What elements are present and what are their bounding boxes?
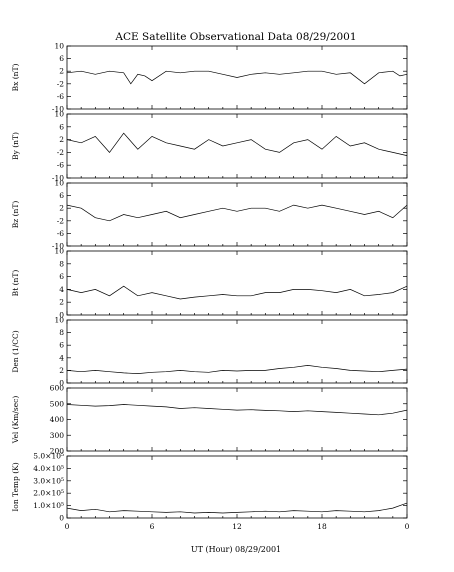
series-line (66, 404, 408, 416)
y-tick-label: 0 (59, 379, 64, 388)
y-axis-label: Vel (Km/sec) (11, 396, 20, 445)
y-tick-label: -10 (52, 105, 64, 114)
y-tick-label: 4 (59, 285, 64, 294)
y-tick-label: 10 (54, 42, 64, 51)
y-axis-label: Bt (nT) (11, 270, 20, 297)
y-tick-label: 1.0×10⁵ (33, 501, 64, 510)
x-tick-label: 0 (65, 522, 70, 531)
y-tick-label: 6 (59, 341, 64, 350)
y-tick-label: -6 (57, 161, 65, 170)
y-axis-label: Ion Temp (K) (11, 462, 20, 511)
y-tick-label: 0 (59, 311, 64, 320)
y-tick-label: 3.0×10⁵ (33, 476, 64, 485)
y-tick-label: 6 (59, 191, 64, 200)
x-tick-label: 18 (317, 522, 327, 531)
panel-frame (66, 455, 408, 519)
series-line (66, 204, 408, 222)
series-line (66, 70, 408, 85)
y-tick-label: -2 (57, 148, 65, 157)
y-tick-label: -10 (52, 174, 64, 183)
y-tick-label: 10 (54, 179, 64, 188)
series-line (66, 132, 408, 156)
y-tick-label: -6 (57, 229, 65, 238)
y-tick-label: 4.0×10⁵ (33, 464, 64, 473)
y-tick-label: 2 (59, 366, 64, 375)
y-tick-label: 10 (54, 247, 64, 256)
x-tick-label: 12 (232, 522, 242, 531)
y-tick-label: 0 (59, 514, 64, 523)
x-tick-label: 6 (150, 522, 155, 531)
panel-2: 10 6 2 -2 -6 -10 By (nT) (11, 110, 408, 183)
y-tick-label: -2 (57, 216, 65, 225)
panel-7: 5.0×10⁵ 4.0×10⁵ 3.0×10⁵ 2.0×10⁵ 1.0×10⁵ 0 Ion … (11, 452, 408, 523)
panel-4: 10 8 6 4 2 0 Bt (nT) (11, 247, 408, 320)
y-tick-label: 6 (59, 122, 64, 131)
panel-frame (66, 250, 408, 316)
y-tick-label: 8 (59, 328, 64, 337)
y-tick-label: 500 (50, 399, 65, 408)
y-tick-label: 400 (50, 415, 65, 424)
y-tick-label: 2 (59, 67, 64, 76)
y-tick-label: -10 (52, 242, 64, 251)
y-tick-label: 300 (50, 431, 65, 440)
y-axis-label: Bz (nT) (11, 201, 20, 229)
panel-frame (66, 387, 408, 452)
panel-frame (66, 319, 408, 384)
y-tick-label: 200 (50, 447, 65, 456)
y-tick-label: 2.0×10⁵ (33, 489, 64, 498)
series-line (66, 285, 408, 300)
y-axis-label: Bx (nT) (11, 64, 20, 92)
y-tick-label: 2 (59, 298, 64, 307)
y-tick-label: 8 (59, 259, 64, 268)
y-tick-label: -2 (57, 79, 65, 88)
panels: 10 6 2 -2 -6 -10 Bx (nT) 10 6 2 -2 -6 -10 By (nT) 10 6 2… (11, 42, 410, 532)
y-tick-label: 600 (50, 384, 65, 393)
y-tick-label: 2 (59, 204, 64, 213)
x-tick-label: 0 (405, 522, 410, 531)
series-line (66, 502, 408, 514)
panel-1: 10 6 2 -2 -6 -10 Bx (nT) (11, 42, 408, 114)
panel-frame (66, 182, 408, 247)
chart-title: ACE Satellite Observational Data 08/29/2… (114, 31, 356, 43)
y-tick-label: 5.0×10⁵ (33, 452, 64, 461)
panel-3: 10 6 2 -2 -6 -10 Bz (nT) (11, 179, 408, 251)
series-line (66, 365, 408, 374)
y-tick-label: 10 (54, 110, 64, 119)
y-tick-label: 6 (59, 54, 64, 63)
y-axis-label: Den (1/CC) (11, 330, 20, 372)
y-axis-label: By (nT) (11, 132, 20, 160)
panel-frame (66, 113, 408, 179)
y-tick-label: 6 (59, 272, 64, 281)
y-tick-label: 10 (54, 316, 64, 325)
panel-6: 600 500 400 300 200 Vel (Km/sec) (11, 384, 408, 456)
x-axis-label: UT (Hour) 08/29/2001 (191, 545, 281, 554)
y-tick-label: 4 (59, 353, 64, 362)
y-tick-label: -6 (57, 92, 65, 101)
y-tick-label: 2 (59, 135, 64, 144)
panel-5: 10 8 6 4 2 0 Den (1/CC) (11, 316, 408, 388)
